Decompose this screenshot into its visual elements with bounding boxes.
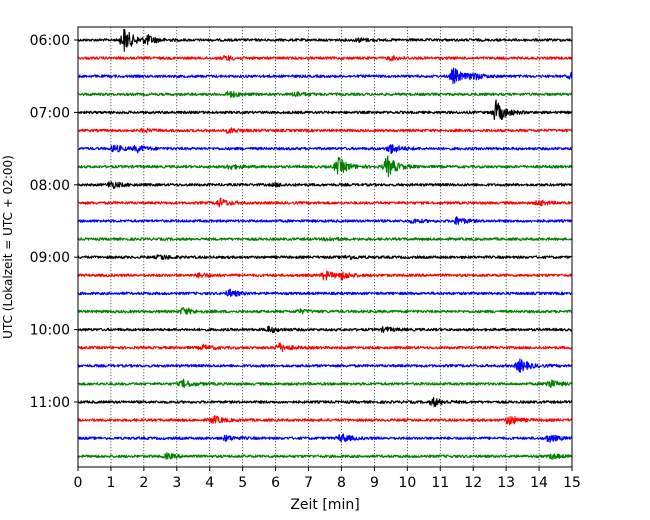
x-axis-ticks: 0 1 2 3 4 5 6 7 8 9 10 11 12 13 14 15 [74,467,581,491]
seismogram-trace [77,396,573,408]
x-tick-label: 0 [74,475,83,491]
seismogram-trace [77,28,573,52]
seismogram-trace [77,127,573,134]
seismogram-trace [77,307,573,315]
x-tick-label: 13 [497,475,515,491]
seismogram-trace [77,54,573,62]
y-tick-label: 11:00 [30,395,70,411]
x-tick-label: 8 [337,475,346,491]
seismogram-trace [77,270,573,281]
grid-lines [110,27,540,467]
seismogram-trace [77,90,573,98]
y-tick-label: 06:00 [30,33,70,49]
y-axis-ticks: 06:00 07:00 08:00 09:00 10:00 11:00 [30,33,78,411]
seismogram-trace [77,378,573,389]
seismogram-trace [77,155,573,178]
seismogram-trace [77,358,573,373]
x-tick-label: 14 [530,475,548,491]
seismogram-trace [77,325,573,334]
seismogram-trace [77,342,573,353]
x-tick-label: 1 [106,475,115,491]
y-tick-label: 08:00 [30,178,70,194]
x-tick-label: 4 [205,475,214,491]
x-tick-label: 6 [271,475,280,491]
seismogram-trace [77,197,573,208]
x-tick-label: 10 [398,475,416,491]
seismogram-trace [77,99,573,121]
seismogram-trace [77,288,573,298]
x-tick-label: 12 [464,475,482,491]
y-tick-label: 09:00 [30,250,70,266]
y-tick-label: 10:00 [30,323,70,339]
seismogram-trace [77,236,573,242]
seismogram-trace [77,216,573,225]
y-tick-label: 07:00 [30,105,70,121]
x-tick-label: 7 [304,475,313,491]
x-tick-label: 11 [431,475,449,491]
seismogram-trace [77,67,573,85]
seismogram-trace [77,181,573,189]
x-tick-label: 2 [139,475,148,491]
x-tick-label: 15 [563,475,581,491]
x-tick-label: 5 [238,475,247,491]
x-axis-label: Zeit [min] [290,497,359,513]
x-tick-label: 3 [172,475,181,491]
trace-lines [77,28,573,460]
seismogram-trace [77,254,573,261]
seismogram-trace [77,433,573,443]
plot-frame [77,26,573,468]
seismogram-trace [77,452,573,460]
seismogram-trace [77,144,573,155]
y-axis-label: UTC (Lokalzeit = UTC + 02:00) [1,155,15,339]
x-tick-label: 9 [370,475,379,491]
seismogram-trace [77,415,573,426]
